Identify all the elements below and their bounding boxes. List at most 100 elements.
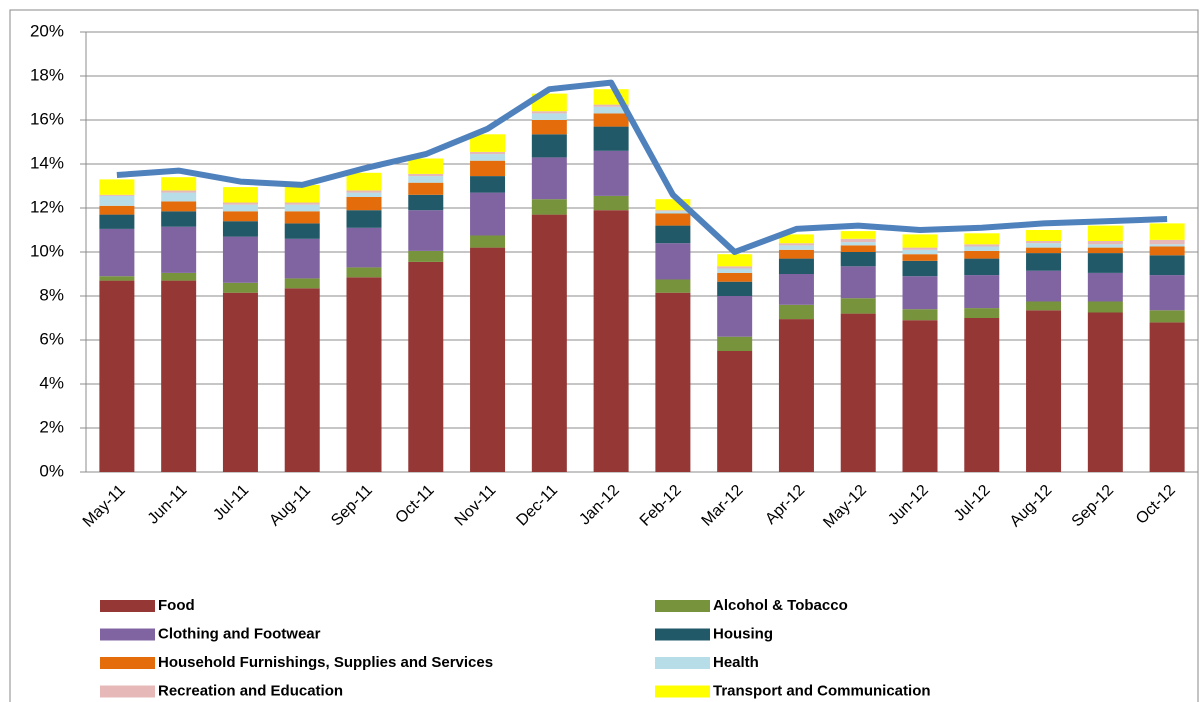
bar-segment	[531, 134, 567, 158]
bar-segment	[346, 267, 382, 278]
bar-segment	[99, 276, 135, 281]
legend-label: Household Furnishings, Supplies and Serv…	[158, 654, 493, 671]
bar-segment	[593, 104, 629, 107]
bar-segment	[778, 234, 814, 244]
bar-segment	[1026, 310, 1062, 472]
bar-segment	[531, 199, 567, 215]
bar-segment	[1026, 253, 1062, 271]
bar-segment	[408, 250, 444, 262]
bar-segment	[717, 281, 753, 296]
bar-segment	[470, 151, 506, 155]
bar-segment	[222, 236, 258, 283]
bar-segment	[902, 309, 938, 321]
bar-segment	[1087, 301, 1123, 313]
legend-label: Recreation and Education	[158, 682, 343, 699]
bar-segment	[964, 258, 1000, 276]
bar-segment	[778, 274, 814, 305]
bar-segment	[1026, 241, 1062, 244]
bar-segment	[99, 205, 135, 215]
legend-label: Transport and Communication	[713, 682, 931, 699]
bar-segment	[346, 277, 382, 472]
bar-segment	[222, 221, 258, 237]
bar-segment	[284, 211, 320, 224]
bar-segment	[346, 197, 382, 211]
legend-swatch	[655, 685, 710, 698]
bar-segment	[470, 176, 506, 193]
bar-segment	[222, 187, 258, 203]
bar-segment	[717, 272, 753, 282]
bar-segment	[470, 247, 506, 472]
bar-segment	[840, 313, 876, 472]
bar-segment	[964, 250, 1000, 259]
bar-segment	[1087, 225, 1123, 241]
bar-segment	[346, 190, 382, 193]
bar-segment	[1149, 223, 1185, 240]
x-tick-label: May-11	[80, 482, 129, 531]
bar-segment	[99, 280, 135, 472]
bar-segment	[531, 111, 567, 114]
bar-segment	[778, 245, 814, 250]
bar-segment	[408, 210, 444, 251]
bar-segment	[902, 276, 938, 310]
x-tick-label: Dec-11	[513, 482, 561, 530]
bar-segment	[346, 172, 382, 191]
bar-segment	[717, 268, 753, 273]
x-tick-label: Jul-11	[210, 482, 252, 524]
y-tick-label: 6%	[39, 329, 64, 348]
bar-segment	[655, 225, 691, 244]
legend-swatch	[655, 628, 710, 641]
legend-label: Food	[158, 597, 195, 614]
bar-segment	[346, 192, 382, 197]
bar-segment	[902, 247, 938, 250]
x-tick-label: Sep-11	[328, 482, 376, 530]
bar-segment	[222, 282, 258, 293]
bar-segment	[840, 231, 876, 239]
bar-segment	[655, 243, 691, 280]
bar-segment	[840, 298, 876, 314]
bar-segment	[161, 272, 197, 281]
bar-segment	[284, 223, 320, 239]
bar-segment	[840, 252, 876, 267]
bar-segment	[902, 260, 938, 277]
y-tick-label: 0%	[39, 461, 64, 480]
y-tick-label: 8%	[39, 285, 64, 304]
bar-segment	[1149, 239, 1185, 245]
bar-segment	[99, 214, 135, 229]
bar-segment	[1087, 253, 1123, 273]
x-tick-label: Oct-11	[392, 482, 437, 527]
bar-segment	[717, 296, 753, 337]
bar-segment	[531, 120, 567, 135]
bar-segment	[593, 106, 629, 114]
x-tick-label: Jun-11	[145, 482, 191, 528]
bar-segment	[284, 238, 320, 279]
bar-segment	[778, 249, 814, 259]
bar-segment	[593, 210, 629, 472]
bar-segment	[161, 190, 197, 193]
bar-segment	[99, 194, 135, 196]
bar-segment	[964, 318, 1000, 472]
bar-segment	[284, 184, 320, 203]
bar-segment	[1087, 241, 1123, 245]
bar-segment	[778, 304, 814, 320]
bar-segment	[717, 336, 753, 351]
bar-segment	[840, 245, 876, 252]
bar-segment	[346, 210, 382, 228]
bar-segment	[655, 199, 691, 211]
bar-segment	[470, 154, 506, 161]
bar-segment	[470, 192, 506, 236]
bar-segment	[161, 177, 197, 191]
x-tick-label: Jun-12	[885, 482, 932, 529]
bar-segment	[593, 113, 629, 127]
bar-segment	[964, 233, 1000, 245]
bar-segment	[655, 210, 691, 212]
bar-segment	[655, 279, 691, 293]
legend-swatch	[100, 628, 155, 641]
legend-label: Alcohol & Tobacco	[713, 597, 848, 614]
line-series	[116, 79, 1168, 255]
x-tick-label: May-12	[820, 482, 870, 532]
bar-segment	[655, 292, 691, 472]
bar-segment	[408, 173, 444, 177]
x-tick-label: Jan-12	[576, 482, 623, 529]
bar-segment	[1026, 247, 1062, 254]
x-tick-label: Sep-12	[1069, 482, 1118, 531]
